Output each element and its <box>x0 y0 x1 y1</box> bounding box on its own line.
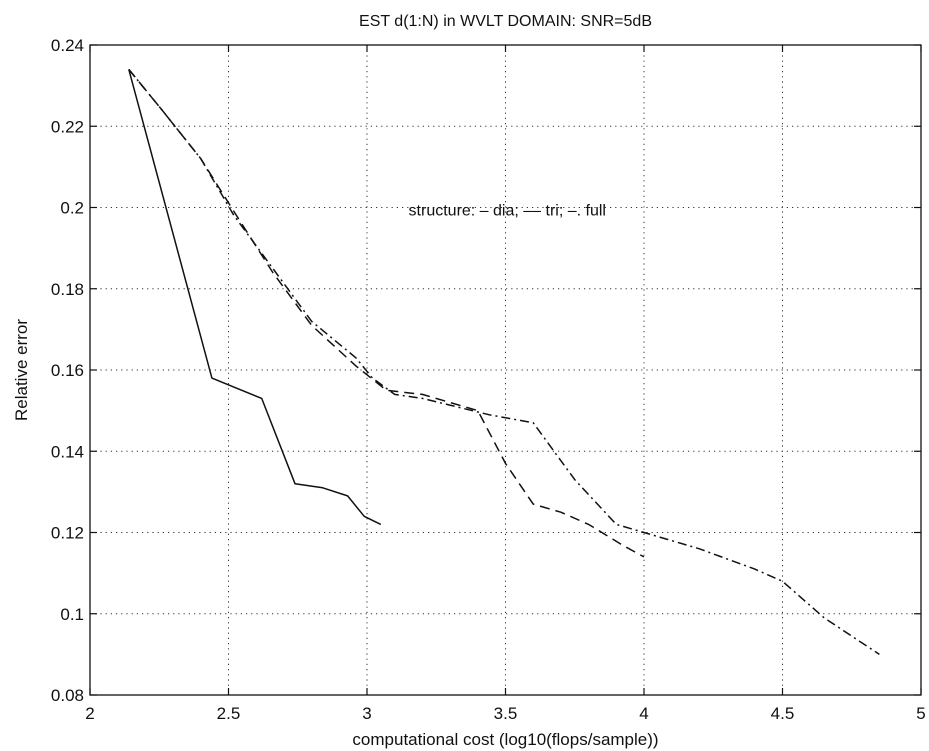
y-tick-label: 0.12 <box>51 524 84 543</box>
series-line-dia <box>128 69 382 526</box>
grid-lines <box>90 45 921 695</box>
x-tick-label: 4.5 <box>771 704 795 723</box>
y-axis-label: Relative error <box>12 319 31 421</box>
y-tick-label: 0.1 <box>60 605 84 624</box>
series-layer <box>128 68 880 656</box>
x-tick-label: 5 <box>916 704 925 723</box>
structure-annotation: structure: – dia; –– tri; –. full <box>409 203 606 220</box>
y-tick-label: 0.22 <box>51 117 84 136</box>
y-tick-label: 0.18 <box>51 280 84 299</box>
plot-frame <box>89 44 922 696</box>
axis-ticks: 2 2.5 3 3.5 4 4.5 5 0.08 0.1 0.12 0.14 0.16 0.18 0.2 0… <box>51 36 926 723</box>
chart-title: EST d(1:N) in WVLT DOMAIN: SNR=5dB <box>359 13 652 30</box>
y-tick-label: 0.16 <box>51 361 84 380</box>
x-tick-label: 2 <box>85 704 94 723</box>
x-tick-label: 4 <box>639 704 648 723</box>
x-tick-label: 3.5 <box>494 704 518 723</box>
x-tick-label: 3 <box>362 704 371 723</box>
x-tick-label: 2.5 <box>217 704 241 723</box>
y-tick-label: 0.14 <box>51 442 84 461</box>
y-tick-label: 0.08 <box>51 686 84 705</box>
series-line-tri <box>128 68 645 558</box>
y-tick-label: 0.24 <box>51 36 84 55</box>
x-axis-label: computational cost (log10(flops/sample)) <box>352 730 658 749</box>
series-line-full <box>128 68 880 656</box>
y-tick-label: 0.2 <box>60 199 84 218</box>
